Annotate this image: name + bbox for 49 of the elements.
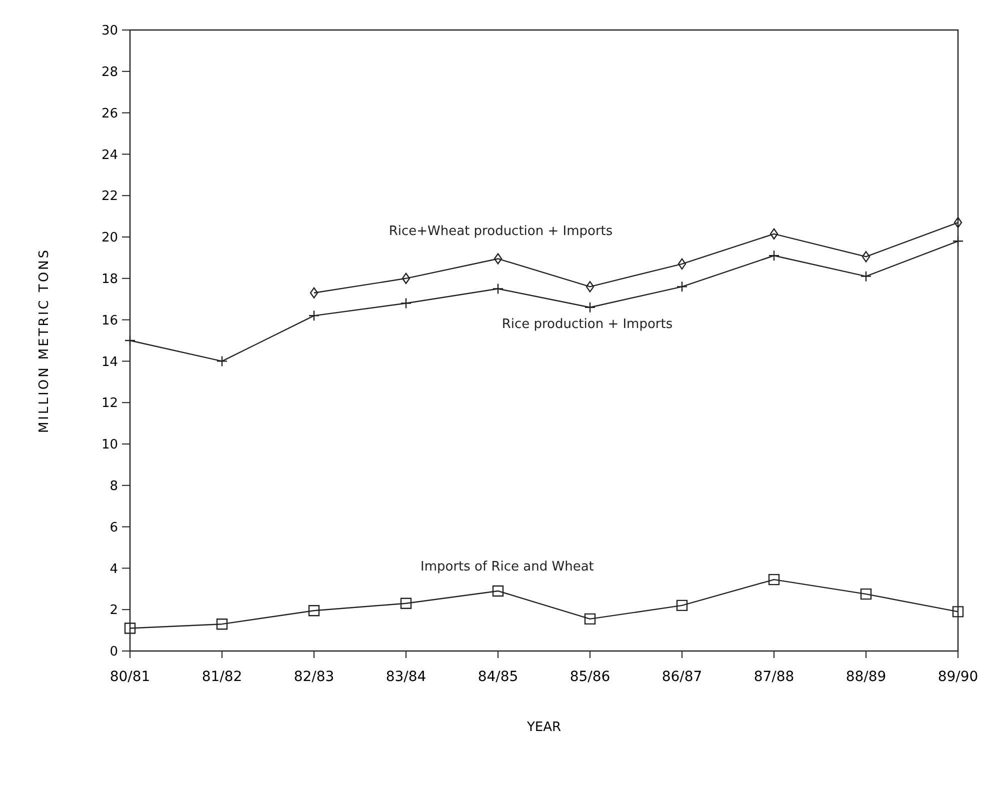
point <box>494 253 502 264</box>
x-tick-label: 83/84 <box>386 669 426 685</box>
point <box>402 272 410 284</box>
y-tick-label: 18 <box>101 272 118 287</box>
x-tick-label: 86/87 <box>662 669 702 685</box>
point <box>954 216 962 228</box>
x-tick-label: 87/88 <box>754 669 794 685</box>
point <box>492 585 504 597</box>
y-tick-label: 26 <box>101 106 118 122</box>
y-tick-label: 20 <box>101 230 118 246</box>
point <box>310 287 318 298</box>
x-axis-title: YEAR <box>526 720 562 735</box>
series-label: Rice production + Imports <box>502 317 673 332</box>
point <box>400 598 412 609</box>
y-tick-label: 4 <box>110 562 118 577</box>
y-axis-title: MILLION METRIC TONS <box>37 248 52 434</box>
y-tick-label: 28 <box>101 64 118 80</box>
y-tick-label: 8 <box>110 478 118 494</box>
y-tick-label: 12 <box>101 396 118 412</box>
point <box>216 618 228 630</box>
y-tick-label: 6 <box>110 520 118 536</box>
y-tick-label: 24 <box>101 148 118 163</box>
x-tick-label: 82/83 <box>294 669 334 685</box>
point <box>124 622 136 634</box>
x-tick-label: 89/90 <box>938 669 978 685</box>
x-tick-label: 88/89 <box>846 669 886 685</box>
point <box>770 228 778 240</box>
x-tick-label: 81/82 <box>202 669 242 685</box>
y-tick-label: 30 <box>101 24 118 39</box>
y-tick-label: 22 <box>101 189 118 204</box>
series-label: Imports of Rice and Wheat <box>420 559 594 574</box>
point <box>768 574 780 586</box>
y-tick-label: 14 <box>101 354 118 370</box>
series-label: Rice+Wheat production + Imports <box>388 224 613 239</box>
y-tick-label: 2 <box>110 603 118 618</box>
point <box>676 600 688 612</box>
point <box>584 613 596 625</box>
point <box>952 606 964 618</box>
x-tick-label: 80/81 <box>110 669 150 685</box>
point <box>862 251 870 262</box>
y-tick-label: 16 <box>101 313 118 328</box>
point <box>678 258 686 270</box>
point <box>860 588 872 600</box>
point <box>308 605 320 616</box>
x-tick-label: 84/85 <box>478 669 518 685</box>
x-tick-label: 85/86 <box>570 669 610 685</box>
y-tick-label: 0 <box>110 644 118 660</box>
point <box>586 281 594 292</box>
y-tick-label: 10 <box>101 438 118 453</box>
